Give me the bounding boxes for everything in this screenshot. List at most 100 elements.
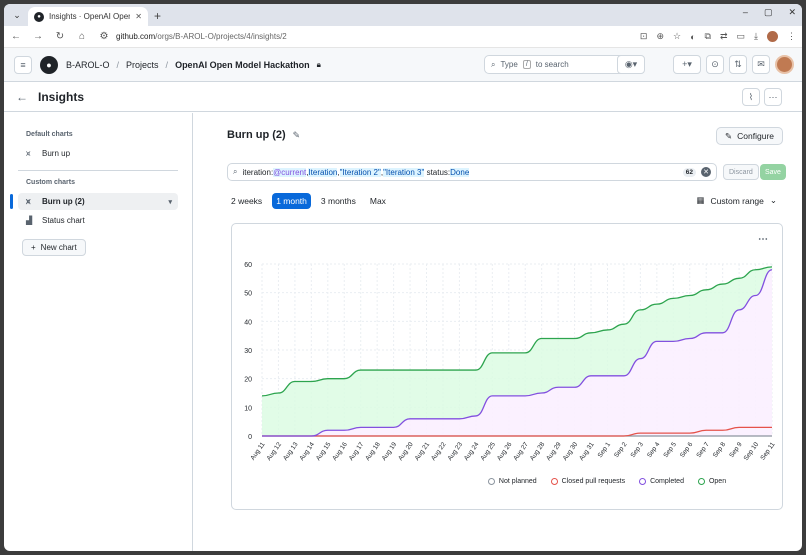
x-tick-label: Aug 30 xyxy=(562,441,580,462)
range-max[interactable]: Max xyxy=(369,196,386,206)
home-icon[interactable]: ⌂ xyxy=(78,31,86,42)
sidebar-item-burn-up[interactable]: ⩙ Burn up xyxy=(26,148,71,159)
chart-menu-icon[interactable]: ⋯ xyxy=(758,234,768,245)
search-input[interactable]: ⌕ Type / to search xyxy=(484,55,628,74)
search-icon: ⌕ xyxy=(491,59,496,69)
extension-icon[interactable]: ◐ xyxy=(690,31,696,42)
site-info-icon[interactable]: ⚙ xyxy=(99,31,109,42)
x-tick-label: Sep 9 xyxy=(728,441,744,459)
x-tick-label: Aug 24 xyxy=(463,441,481,462)
github-header: ≡ ● B-AROL-O / Projects / OpenAI Open Mo… xyxy=(4,48,802,82)
y-tick-label: 20 xyxy=(244,377,252,384)
search-icon: ⌕ xyxy=(233,167,238,176)
configure-button[interactable]: ✎ Configure xyxy=(716,127,783,145)
zoom-icon[interactable]: ⊕ xyxy=(656,31,664,41)
sidebar: Default charts ⩙ Burn up Custom charts ⩙… xyxy=(4,113,193,551)
x-tick-label: Aug 22 xyxy=(430,441,448,462)
close-window-icon[interactable]: ✕ xyxy=(788,7,796,17)
github-logo-icon[interactable]: ● xyxy=(40,55,58,74)
inbox-icon[interactable]: ✉ xyxy=(752,55,770,74)
forward-icon[interactable]: → xyxy=(33,31,43,42)
breadcrumb-project[interactable]: OpenAI Open Model Hackathon xyxy=(175,59,310,70)
x-tick-label: Aug 27 xyxy=(512,441,530,462)
create-new-icon[interactable]: +▾ xyxy=(673,55,701,74)
browser-window: ⌄ ● Insights · OpenAI Open M ✕ + – ▢ ✕ ←… xyxy=(4,4,802,551)
breadcrumb-projects[interactable]: Projects xyxy=(126,59,159,70)
sidebar-item-burn-up-2[interactable]: ⩙ Burn up (2) ▾ xyxy=(10,193,178,210)
copilot-icon[interactable]: ◉▾ xyxy=(617,55,645,74)
sidebar-item-status-chart[interactable]: ▟ Status chart xyxy=(26,216,85,225)
download-icon[interactable]: ⤓ xyxy=(754,31,758,41)
default-charts-heading: Default charts xyxy=(26,131,73,138)
sync-icon[interactable]: ⇄ xyxy=(719,31,728,41)
back-icon[interactable]: ← xyxy=(11,31,21,42)
breadcrumb-org[interactable]: B-AROL-O xyxy=(66,59,110,70)
legend-label: Open xyxy=(708,478,727,485)
save-button[interactable]: Save xyxy=(760,164,786,180)
back-arrow-icon[interactable]: ← xyxy=(16,89,28,104)
pencil-icon[interactable]: ✎ xyxy=(292,129,301,140)
reload-icon[interactable]: ↻ xyxy=(55,31,65,42)
calendar-icon: ▦ xyxy=(696,195,705,205)
page-header: ← Insights ⌇ ⋯ xyxy=(4,82,802,112)
range-selector: 2 weeks 1 month 3 months Max xyxy=(227,193,390,209)
chevron-down-icon[interactable]: ▾ xyxy=(168,198,172,206)
x-tick-label: Sep 11 xyxy=(759,441,776,462)
bar-chart-icon: ▟ xyxy=(26,216,33,225)
hamburger-icon[interactable]: ≡ xyxy=(14,55,32,74)
maximize-icon[interactable]: ▢ xyxy=(763,7,773,17)
pencil-icon: ✎ xyxy=(725,130,733,141)
bookmark-icon[interactable]: ☆ xyxy=(673,31,682,41)
x-tick-label: Aug 17 xyxy=(348,441,366,462)
legend-item[interactable]: Open xyxy=(697,478,727,485)
legend-item[interactable]: Not planned xyxy=(487,478,537,485)
chart-legend: Not planned Closed pull requests Completed… xyxy=(232,478,782,485)
x-tick-label: Aug 31 xyxy=(578,441,596,462)
discard-button[interactable]: Discard xyxy=(723,164,759,180)
puzzle-icon[interactable]: ⧉ xyxy=(704,31,711,41)
custom-range-button[interactable]: ▦ Custom range ⌄ xyxy=(696,195,777,206)
custom-charts-heading: Custom charts xyxy=(26,179,76,186)
clear-filter-icon[interactable]: ✕ xyxy=(701,167,711,177)
legend-label: Completed xyxy=(650,478,684,485)
y-tick-label: 50 xyxy=(244,291,252,298)
tab-search-icon[interactable]: ⌄ xyxy=(13,9,21,20)
x-tick-label: Aug 19 xyxy=(381,441,399,462)
new-tab-icon[interactable]: + xyxy=(154,9,162,23)
filter-input[interactable]: ⌕ iteration:@current,Iteration,"Iteratio… xyxy=(227,163,717,181)
y-tick-label: 30 xyxy=(244,348,252,355)
range-2-weeks[interactable]: 2 weeks xyxy=(231,196,263,206)
legend-item[interactable]: Closed pull requests xyxy=(550,478,626,485)
legend-item[interactable]: Completed xyxy=(639,478,684,485)
chart-icon[interactable]: ⌇ xyxy=(742,88,760,106)
more-options-icon[interactable]: ⋯ xyxy=(764,88,782,106)
series-line-completed xyxy=(262,269,773,437)
burnup-chart-icon: ⩙ xyxy=(26,148,31,158)
completed-area xyxy=(262,269,772,436)
profile-avatar[interactable] xyxy=(767,31,778,42)
new-chart-button[interactable]: + New chart xyxy=(22,239,86,256)
install-icon[interactable]: ⊡ xyxy=(639,31,648,41)
browser-tab[interactable]: ● Insights · OpenAI Open M ✕ xyxy=(28,7,148,26)
range-3-months[interactable]: 3 months xyxy=(320,196,356,206)
x-tick-label: Aug 29 xyxy=(545,441,563,462)
y-tick-label: 40 xyxy=(244,319,252,326)
minimize-icon[interactable]: – xyxy=(742,7,748,17)
pull-requests-icon[interactable]: ⇅ xyxy=(729,55,747,74)
result-count: 62 xyxy=(682,167,696,177)
menu-icon[interactable]: ⋮ xyxy=(787,31,796,41)
close-tab-icon[interactable]: ✕ xyxy=(135,12,142,21)
x-tick-label: Aug 14 xyxy=(298,441,316,462)
burnup-chart-icon: ⩙ xyxy=(26,196,31,206)
issues-icon[interactable]: ⊙ xyxy=(706,55,724,74)
range-1-month[interactable]: 1 month xyxy=(272,193,311,209)
legend-label: Closed pull requests xyxy=(561,478,626,485)
address-bar[interactable]: ⚙ github.com/orgs/B-AROL-O/projects/4/in… xyxy=(98,31,630,42)
sidepanel-icon[interactable]: ▭ xyxy=(736,31,746,41)
x-tick-label: Sep 10 xyxy=(743,441,761,462)
x-tick-label: Sep 5 xyxy=(662,441,678,459)
x-tick-label: Aug 20 xyxy=(397,441,415,462)
x-tick-label: Aug 26 xyxy=(496,441,514,462)
user-avatar[interactable] xyxy=(775,55,794,74)
x-tick-label: Aug 18 xyxy=(364,441,382,462)
